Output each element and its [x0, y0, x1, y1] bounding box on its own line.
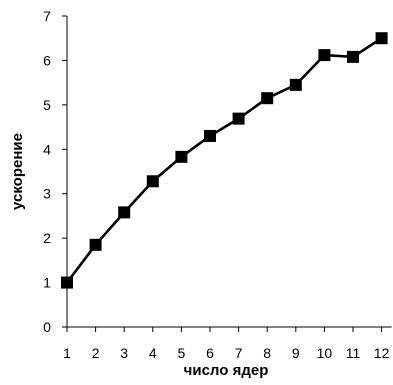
y-tick-label: 3	[43, 186, 51, 202]
x-tick-label: 7	[235, 345, 243, 361]
y-tick-label: 5	[43, 97, 51, 113]
x-tick-label: 6	[206, 345, 214, 361]
y-tick-label: 4	[43, 141, 51, 157]
data-point-marker	[118, 206, 131, 219]
data-point-marker	[61, 276, 73, 289]
data-point-marker	[289, 78, 302, 91]
axes	[66, 16, 392, 328]
x-tick-label: 5	[178, 345, 186, 361]
x-tick-label: 12	[374, 345, 390, 361]
x-tick-label: 11	[346, 345, 361, 361]
x-tick-label: 3	[120, 345, 128, 361]
series-layer	[61, 32, 388, 289]
x-tick-label: 8	[263, 345, 271, 361]
data-point-marker	[204, 129, 216, 142]
data-point-marker	[318, 49, 331, 62]
data-point-marker	[146, 175, 159, 188]
x-axis-title: число ядер	[184, 362, 269, 379]
y-tick-label: 2	[43, 230, 51, 246]
data-point-marker	[347, 50, 359, 63]
y-tick-label: 1	[43, 275, 51, 291]
y-axis-title: ускорение	[9, 133, 26, 210]
x-ticks: 1 2 3 4 5 6 7 8 9 10 11 12	[63, 327, 390, 361]
x-tick-label: 4	[149, 345, 157, 361]
x-tick-label: 10	[317, 345, 333, 361]
data-point-marker	[232, 112, 245, 125]
series-line	[65, 37, 383, 284]
y-ticks: 0 1 2 3 4 5 6 7	[43, 8, 67, 335]
x-tick-label: 2	[92, 345, 100, 361]
x-tick-label: 1	[63, 345, 71, 361]
data-point-marker	[375, 32, 388, 45]
data-point-marker	[261, 92, 274, 105]
data-point-marker	[89, 238, 102, 251]
y-tick-label: 7	[43, 8, 51, 24]
y-tick-label: 0	[43, 319, 51, 335]
data-point-marker	[175, 150, 188, 163]
x-tick-label: 9	[292, 345, 300, 361]
y-tick-label: 6	[43, 52, 51, 68]
